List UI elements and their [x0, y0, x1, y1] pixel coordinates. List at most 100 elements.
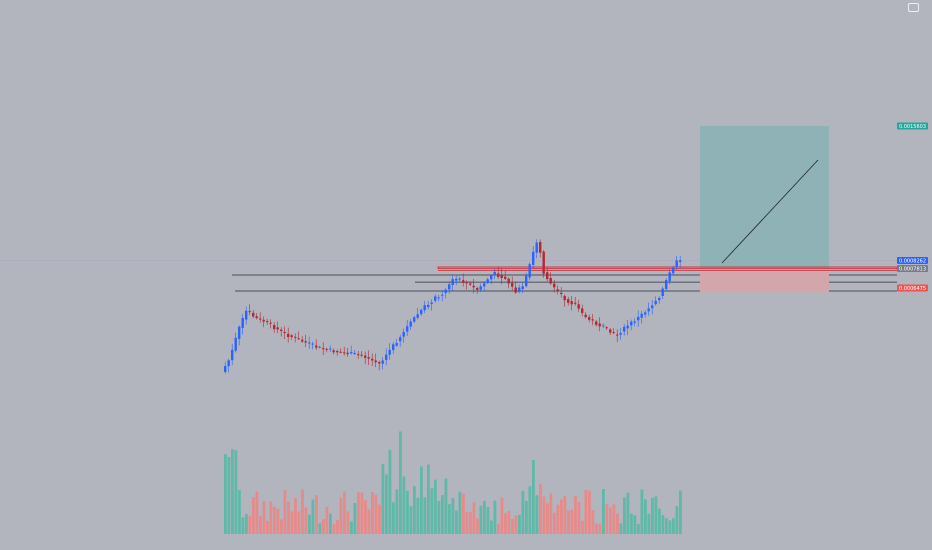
volume-bar — [525, 500, 528, 534]
volume-bar — [465, 511, 469, 534]
volume-bar — [241, 517, 245, 534]
candle-body — [444, 289, 447, 294]
candle-body — [549, 277, 552, 284]
drawings — [437, 126, 898, 293]
volume-bar — [514, 515, 518, 534]
volume-bar — [584, 489, 588, 534]
volume-bar — [385, 474, 388, 534]
volume-bar — [423, 497, 427, 534]
candle-body — [441, 294, 444, 296]
candle-body — [231, 349, 234, 361]
candle-body — [420, 309, 423, 315]
candle-body — [388, 349, 391, 355]
volume-bar — [581, 520, 584, 534]
volume-bar — [318, 523, 322, 534]
candle-body — [339, 351, 342, 353]
candle-body — [619, 332, 622, 335]
candle-body — [486, 279, 489, 284]
candle-body — [423, 305, 426, 311]
volume-bar — [497, 523, 500, 534]
volume-bar — [231, 449, 234, 534]
price-label: 0.0007813 — [899, 266, 926, 272]
candle-body — [385, 354, 388, 360]
volume-bar — [556, 504, 560, 534]
volume-bar — [262, 501, 266, 534]
price-label-bg — [897, 265, 928, 272]
volume-bar — [476, 518, 479, 534]
volume-bar — [255, 491, 259, 534]
volume-bar — [353, 502, 357, 534]
candle-body — [647, 308, 650, 312]
candle-body — [322, 348, 325, 350]
stop-zone — [700, 268, 829, 293]
candle-body — [570, 301, 573, 305]
candle-body — [392, 344, 395, 351]
volume-bar — [378, 504, 381, 534]
volume-bar — [332, 523, 336, 534]
candle-body — [658, 297, 661, 301]
volume-bar — [654, 496, 658, 534]
price-label-bg — [897, 284, 928, 292]
candle-body — [448, 284, 451, 290]
volume-bar — [469, 511, 472, 534]
candle-body — [455, 278, 458, 281]
volume-bar — [661, 515, 665, 534]
candle-body — [612, 332, 615, 334]
volume-bar — [630, 513, 633, 534]
candle-body — [588, 317, 591, 320]
candle-body — [595, 321, 598, 325]
volume-bar — [455, 510, 458, 534]
volume-bar — [364, 500, 367, 534]
volume-bar — [248, 515, 252, 534]
volume-bar — [245, 514, 248, 534]
volume-bar — [420, 466, 423, 534]
candle-body — [399, 337, 402, 342]
candle-body — [511, 283, 514, 287]
candle-body — [374, 360, 377, 363]
volume-bar — [381, 463, 385, 534]
volume-bar — [612, 504, 616, 534]
volume-bar — [451, 497, 455, 534]
volume-bar — [434, 479, 437, 534]
candle-body — [343, 352, 346, 354]
volume-bar — [644, 499, 647, 534]
maximize-icon[interactable] — [908, 3, 919, 12]
candle-body — [633, 321, 636, 323]
volume-bar — [399, 431, 402, 534]
candle-body — [301, 339, 304, 342]
volume-bar — [605, 504, 609, 534]
candle-body — [458, 278, 461, 280]
candle-body — [479, 286, 482, 290]
volume-bar — [413, 486, 416, 534]
candle-body — [262, 319, 265, 322]
volume-bar — [577, 501, 581, 534]
volume-bar — [658, 508, 661, 534]
candle-body — [437, 297, 440, 299]
volume-bar — [626, 492, 630, 534]
volume-bar — [532, 460, 535, 534]
candle-body — [336, 351, 339, 353]
volume-bar — [560, 499, 563, 534]
volume-bar — [588, 490, 591, 534]
volume-bar — [346, 511, 350, 534]
volume-bar — [322, 518, 325, 534]
candle-body — [329, 348, 332, 350]
candle-body — [497, 273, 500, 277]
candle-body — [556, 289, 559, 291]
volume-bar — [259, 515, 262, 534]
volume-bar — [668, 520, 672, 534]
candle-body — [563, 295, 566, 301]
volume-bar — [483, 500, 486, 534]
candle-body — [630, 321, 633, 326]
price-labels: 0.0015603 0.0008262 0.0007813 0.0006475 — [897, 122, 928, 292]
candle-body — [553, 283, 556, 288]
volume-bar — [633, 515, 637, 534]
candle-body — [451, 279, 454, 285]
candle-body — [287, 333, 290, 338]
volume-bar — [357, 492, 360, 534]
candle-body — [577, 304, 580, 309]
candle-body — [224, 366, 227, 372]
candle-body — [542, 251, 545, 274]
volume-bar — [623, 497, 626, 534]
